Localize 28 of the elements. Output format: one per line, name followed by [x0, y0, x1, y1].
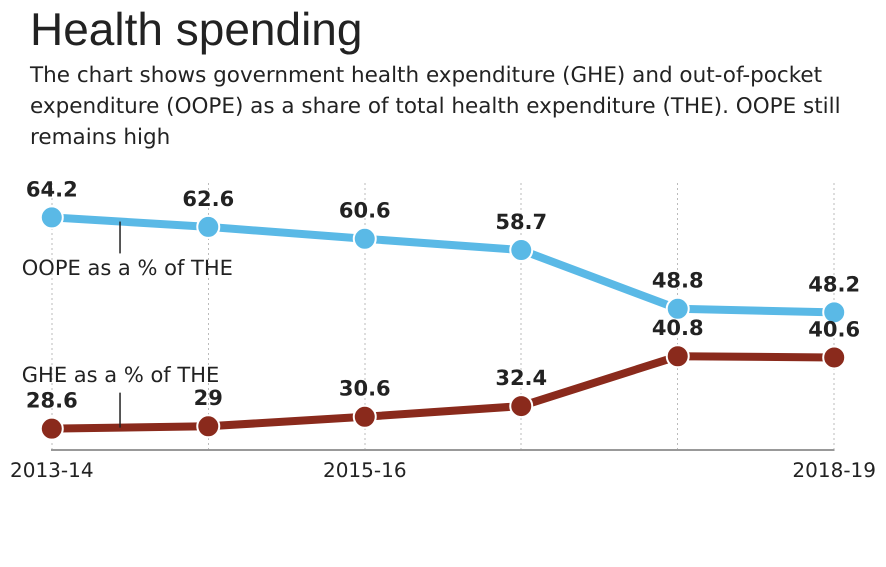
point [40, 416, 64, 441]
point [196, 414, 220, 438]
x-tick-label: 2013-14 [10, 458, 94, 482]
series-label: GHE as a % of THE [22, 363, 220, 388]
data-label: 62.6 [182, 186, 234, 211]
point [666, 344, 690, 368]
point [40, 205, 64, 230]
series-label: OOPE as a % of THE [22, 256, 233, 280]
data-label: 48.2 [808, 272, 860, 296]
chart-subtitle: The chart shows government health expenditure (GHE) and out-of-pocket expenditure (OOPE) as a share of total health expenditure (THE). OOPE still remains high [30, 62, 842, 152]
data-label: 30.6 [338, 376, 391, 401]
data-label: 29 [194, 386, 223, 410]
data-label: 48.8 [652, 268, 704, 293]
chart-title: Health spending [30, 2, 364, 56]
data-label: 28.6 [26, 388, 78, 413]
x-tick-label: 2015-16 [322, 458, 407, 482]
point [352, 404, 377, 429]
data-label: 32.4 [495, 366, 548, 390]
data-label: 40.8 [652, 316, 704, 340]
x-tick-label: 2018-19 [792, 458, 876, 482]
point [352, 226, 377, 251]
point [509, 394, 534, 418]
point [666, 296, 690, 321]
data-label: 60.6 [338, 198, 391, 223]
point [196, 214, 220, 239]
data-label: 58.7 [495, 210, 548, 234]
data-label: 40.6 [808, 317, 860, 342]
data-label: 64.2 [26, 177, 78, 202]
